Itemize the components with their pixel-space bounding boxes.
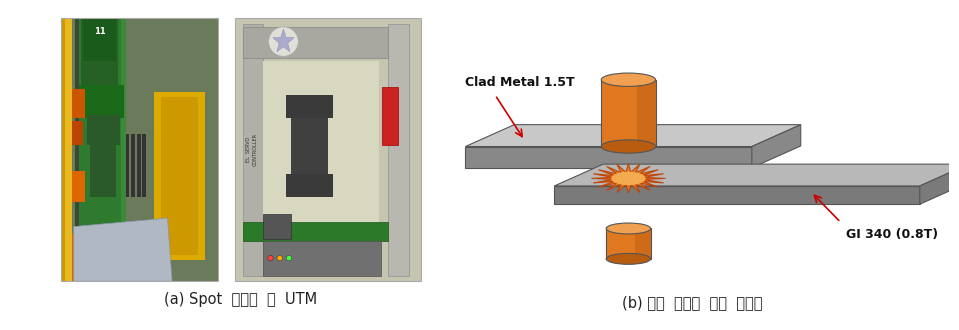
FancyBboxPatch shape bbox=[72, 171, 85, 202]
Ellipse shape bbox=[268, 255, 273, 261]
FancyBboxPatch shape bbox=[80, 85, 124, 118]
Text: Clad Metal 1.5T: Clad Metal 1.5T bbox=[465, 76, 575, 89]
FancyBboxPatch shape bbox=[243, 24, 263, 276]
FancyBboxPatch shape bbox=[126, 134, 129, 197]
Ellipse shape bbox=[611, 172, 645, 185]
Polygon shape bbox=[554, 164, 959, 186]
FancyBboxPatch shape bbox=[286, 95, 333, 118]
Ellipse shape bbox=[277, 255, 283, 261]
FancyBboxPatch shape bbox=[137, 134, 141, 197]
Ellipse shape bbox=[601, 73, 656, 86]
FancyBboxPatch shape bbox=[75, 18, 126, 281]
FancyBboxPatch shape bbox=[143, 134, 146, 197]
FancyBboxPatch shape bbox=[382, 87, 399, 145]
FancyBboxPatch shape bbox=[131, 134, 135, 197]
FancyBboxPatch shape bbox=[243, 27, 388, 58]
FancyBboxPatch shape bbox=[243, 222, 388, 241]
Polygon shape bbox=[601, 80, 656, 147]
FancyBboxPatch shape bbox=[86, 115, 120, 145]
FancyBboxPatch shape bbox=[291, 118, 328, 176]
Ellipse shape bbox=[606, 253, 650, 264]
Polygon shape bbox=[592, 164, 666, 193]
Ellipse shape bbox=[601, 140, 656, 153]
FancyBboxPatch shape bbox=[83, 18, 116, 60]
Polygon shape bbox=[465, 125, 801, 147]
Polygon shape bbox=[465, 147, 752, 168]
FancyBboxPatch shape bbox=[72, 234, 109, 281]
FancyBboxPatch shape bbox=[388, 24, 409, 276]
FancyBboxPatch shape bbox=[153, 92, 204, 260]
FancyBboxPatch shape bbox=[263, 214, 291, 239]
FancyBboxPatch shape bbox=[75, 237, 107, 279]
FancyBboxPatch shape bbox=[72, 121, 83, 145]
Ellipse shape bbox=[269, 27, 298, 56]
Text: (a) Spot  용접기  및  UTM: (a) Spot 용접기 및 UTM bbox=[164, 292, 317, 307]
Polygon shape bbox=[554, 186, 920, 204]
Ellipse shape bbox=[286, 255, 292, 261]
FancyBboxPatch shape bbox=[60, 18, 65, 281]
FancyBboxPatch shape bbox=[72, 89, 85, 118]
Text: 11: 11 bbox=[94, 27, 105, 36]
Text: (b) 용접  시험편  제작  개념도: (b) 용접 시험편 제작 개념도 bbox=[622, 295, 762, 311]
Polygon shape bbox=[920, 164, 959, 204]
Polygon shape bbox=[273, 29, 294, 52]
FancyBboxPatch shape bbox=[90, 143, 116, 197]
FancyBboxPatch shape bbox=[60, 18, 219, 281]
FancyBboxPatch shape bbox=[82, 18, 118, 87]
Polygon shape bbox=[752, 125, 801, 168]
FancyBboxPatch shape bbox=[60, 18, 72, 281]
FancyBboxPatch shape bbox=[286, 174, 333, 197]
FancyBboxPatch shape bbox=[235, 18, 421, 281]
Ellipse shape bbox=[606, 223, 650, 234]
Polygon shape bbox=[637, 80, 656, 147]
FancyBboxPatch shape bbox=[263, 241, 381, 276]
Text: GI 340 (0.8T): GI 340 (0.8T) bbox=[846, 228, 938, 242]
FancyBboxPatch shape bbox=[75, 18, 84, 234]
FancyBboxPatch shape bbox=[263, 60, 379, 241]
Polygon shape bbox=[74, 218, 172, 281]
Text: EL  SERVO
CONTROLLER: EL SERVO CONTROLLER bbox=[246, 133, 257, 166]
FancyBboxPatch shape bbox=[80, 18, 121, 281]
Polygon shape bbox=[606, 228, 650, 259]
FancyBboxPatch shape bbox=[161, 97, 199, 255]
Polygon shape bbox=[635, 228, 650, 259]
